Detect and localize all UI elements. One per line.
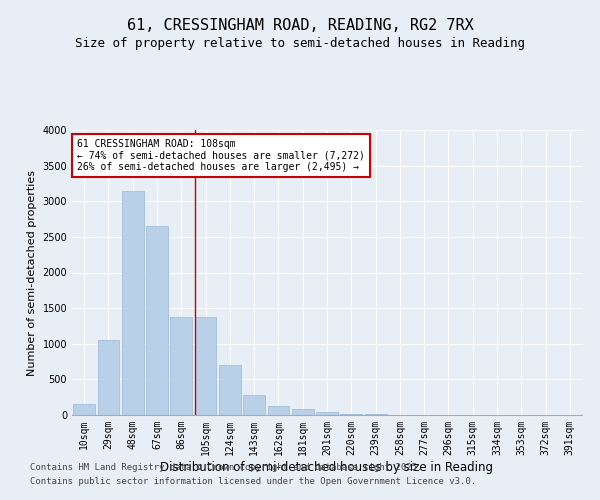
Bar [365, 414, 386, 415]
Y-axis label: Number of semi-detached properties: Number of semi-detached properties [27, 170, 37, 376]
Bar [268, 406, 289, 415]
Bar [97, 340, 119, 415]
Text: Size of property relative to semi-detached houses in Reading: Size of property relative to semi-detach… [75, 38, 525, 51]
Text: Contains HM Land Registry data © Crown copyright and database right 2025.: Contains HM Land Registry data © Crown c… [30, 462, 422, 471]
Bar [219, 365, 241, 415]
Bar [340, 414, 362, 415]
Text: 61 CRESSINGHAM ROAD: 108sqm
← 74% of semi-detached houses are smaller (7,272)
26: 61 CRESSINGHAM ROAD: 108sqm ← 74% of sem… [77, 138, 365, 172]
Bar [73, 404, 95, 415]
Bar [122, 190, 143, 415]
X-axis label: Distribution of semi-detached houses by size in Reading: Distribution of semi-detached houses by … [161, 460, 493, 473]
Bar [146, 226, 168, 415]
Bar [243, 395, 265, 415]
Bar [170, 316, 192, 415]
Bar [194, 316, 217, 415]
Text: Contains public sector information licensed under the Open Government Licence v3: Contains public sector information licen… [30, 478, 476, 486]
Bar [292, 410, 314, 415]
Text: 61, CRESSINGHAM ROAD, READING, RG2 7RX: 61, CRESSINGHAM ROAD, READING, RG2 7RX [127, 18, 473, 32]
Bar [316, 412, 338, 415]
